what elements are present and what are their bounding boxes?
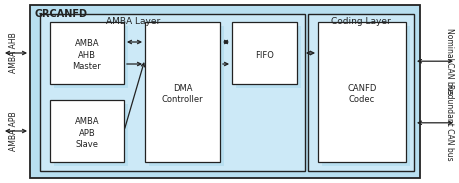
Text: AMBA
AHB
Master: AMBA AHB Master xyxy=(73,39,101,71)
Bar xyxy=(54,104,128,166)
Text: AMBA APB: AMBA APB xyxy=(10,111,18,151)
Bar xyxy=(50,22,124,84)
Bar xyxy=(231,22,297,84)
Text: FIFO: FIFO xyxy=(254,51,274,59)
Bar xyxy=(50,100,124,162)
Bar xyxy=(149,26,224,166)
Bar xyxy=(145,22,219,162)
Text: AMBA Layer: AMBA Layer xyxy=(106,17,160,26)
Text: AMBA
APB
Slave: AMBA APB Slave xyxy=(74,117,99,149)
Bar xyxy=(30,5,419,178)
Text: Nominal CAN bus: Nominal CAN bus xyxy=(444,28,453,94)
Bar xyxy=(235,26,300,88)
Text: Coding Layer: Coding Layer xyxy=(330,17,390,26)
Text: Redundant CAN bus: Redundant CAN bus xyxy=(444,85,453,161)
Text: AMBA AHB: AMBA AHB xyxy=(10,33,18,73)
Bar xyxy=(40,14,304,171)
Bar xyxy=(54,26,128,88)
Text: CANFD
Codec: CANFD Codec xyxy=(347,84,376,104)
Text: DMA
Controller: DMA Controller xyxy=(161,84,203,104)
Bar xyxy=(317,22,405,162)
Bar xyxy=(321,26,409,166)
Text: GRCANFD: GRCANFD xyxy=(35,9,88,19)
Bar xyxy=(308,14,413,171)
